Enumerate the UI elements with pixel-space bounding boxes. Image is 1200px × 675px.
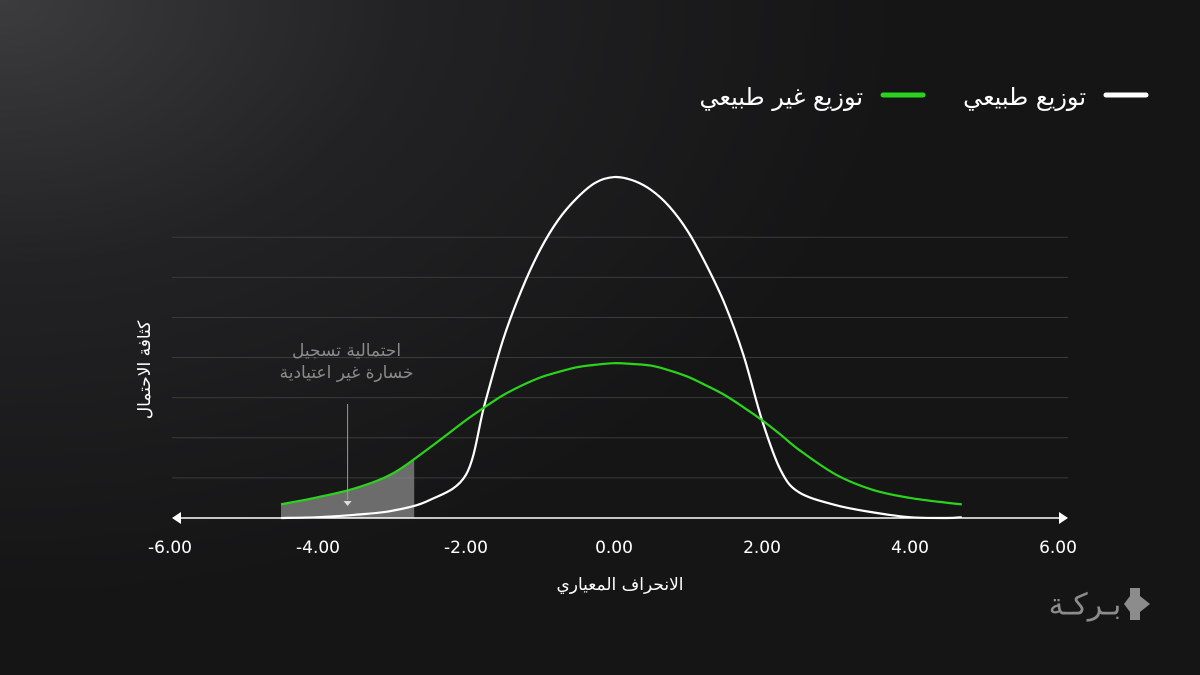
- x-axis-title: الانحراف المعياري: [556, 575, 683, 595]
- x-tick-label: 4.00: [891, 538, 929, 558]
- annotation-text: احتمالية تسجيل: [292, 341, 401, 361]
- x-tick-label: 0.00: [595, 538, 633, 558]
- annotation-text: خسارة غير اعتيادية: [280, 363, 414, 383]
- legend-label: توزيع غير طبيعي: [699, 83, 863, 111]
- y-axis-title: كثافة الاحتمال: [135, 320, 155, 419]
- annotation-arrowhead: [343, 501, 352, 506]
- axis-arrow: [172, 512, 181, 524]
- brand-logo: بـركـة: [1049, 588, 1150, 623]
- series-line: [280, 362, 962, 506]
- axis-arrow: [1059, 512, 1068, 524]
- legend-label: توزيع طبيعي: [963, 83, 1086, 111]
- x-tick-label: 6.00: [1039, 538, 1077, 558]
- x-tick-label: -4.00: [296, 538, 340, 558]
- x-tick-label: -2.00: [444, 538, 488, 558]
- brand-name: بـركـة: [1049, 588, 1122, 623]
- shaded-region: [281, 458, 415, 518]
- series-line: [280, 175, 962, 520]
- x-tick-label: -6.00: [148, 538, 192, 558]
- brand-icon: [1124, 588, 1150, 620]
- x-tick-label: 2.00: [743, 538, 781, 558]
